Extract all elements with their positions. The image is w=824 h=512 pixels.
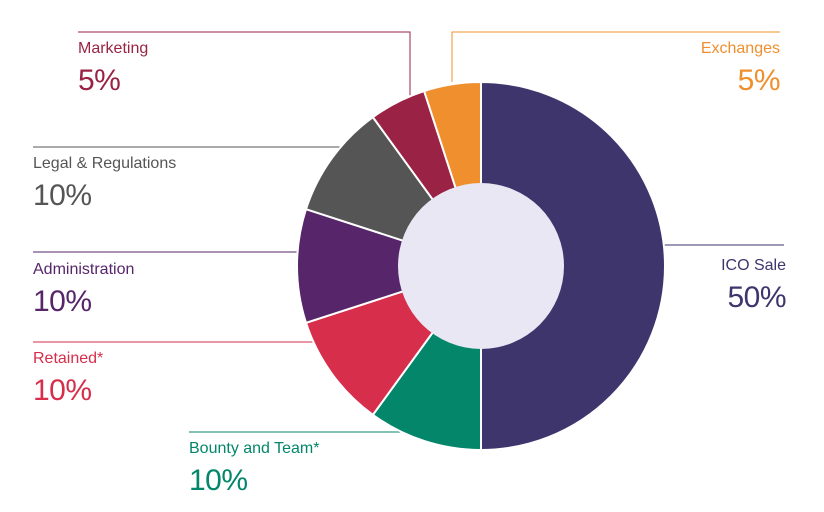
label-name: ICO Sale xyxy=(721,257,786,274)
label-name: Legal & Regulations xyxy=(33,155,177,172)
label-percent: 10% xyxy=(33,285,92,318)
label-name: Retained* xyxy=(33,350,104,367)
label-name: Administration xyxy=(33,261,135,278)
label-percent: 10% xyxy=(189,464,248,497)
label-name: Exchanges xyxy=(700,40,780,57)
leader-lines xyxy=(33,31,784,433)
label-retained: Retained* 10% xyxy=(33,350,103,408)
label-administration: Administration 10% xyxy=(33,261,134,319)
leader-line xyxy=(451,31,780,82)
slice-ico-sale xyxy=(480,80,666,452)
label-exchanges: Exchanges 5% xyxy=(700,40,781,98)
label-name: Bounty and Team* xyxy=(189,440,320,457)
label-percent: 5% xyxy=(737,64,781,97)
slice-administration xyxy=(296,207,485,325)
label-name: Marketing xyxy=(78,40,149,57)
label-percent: 10% xyxy=(33,179,92,212)
label-ico-sale: ICO Sale 50% xyxy=(721,257,786,315)
donut-center xyxy=(398,183,564,349)
label-marketing: Marketing 5% xyxy=(78,40,148,98)
label-percent: 5% xyxy=(78,64,121,97)
label-legal-regulations: Legal & Regulations 10% xyxy=(33,155,176,213)
label-bounty-and-team: Bounty and Team* 10% xyxy=(189,440,319,498)
leader-line xyxy=(78,31,411,102)
label-percent: 50% xyxy=(727,281,786,314)
label-percent: 10% xyxy=(33,374,92,407)
